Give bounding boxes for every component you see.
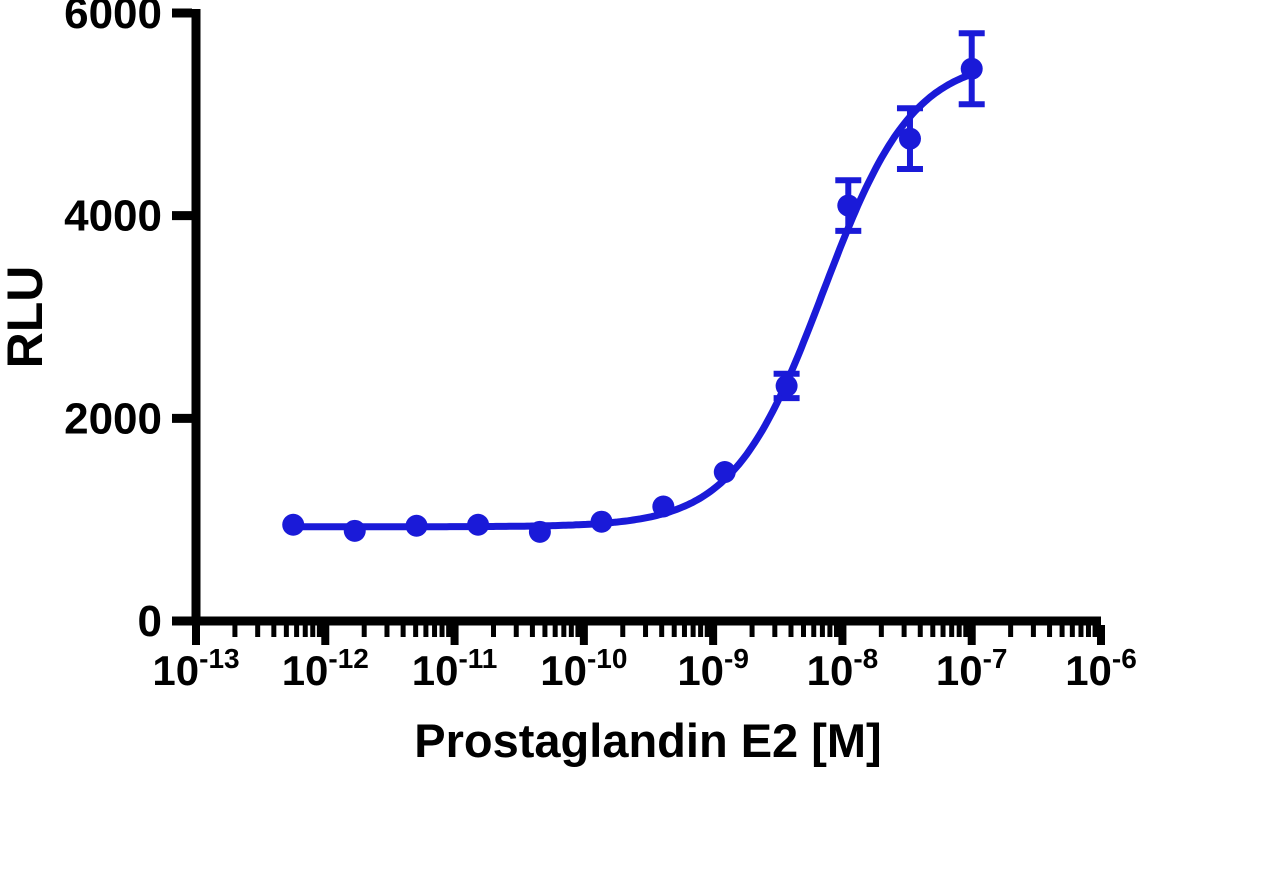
fit-curve — [283, 70, 976, 531]
x-tick-label: 10-7 — [936, 643, 1008, 694]
x-tick-label: 10-6 — [1065, 643, 1137, 694]
data-point — [713, 461, 736, 484]
x-tick-label: 10-12 — [282, 643, 369, 694]
data-point — [898, 127, 921, 150]
x-tick-label: 10-11 — [412, 643, 498, 694]
y-axis-title: RLU — [0, 266, 53, 369]
series — [282, 30, 985, 543]
data-point — [343, 519, 366, 542]
y-tick-label: 2000 — [64, 394, 162, 443]
x-tick-label: 10-8 — [807, 643, 879, 694]
x-tick-label: 10-13 — [152, 643, 239, 694]
data-point — [528, 520, 551, 543]
data-point — [405, 514, 428, 537]
y-tick-label: 6000 — [64, 0, 162, 38]
x-tick-label: 10-9 — [677, 643, 749, 694]
data-point — [590, 510, 613, 533]
data-point — [960, 57, 983, 80]
y-tick-label: 0 — [138, 597, 162, 646]
data-point — [282, 513, 305, 536]
data-point — [467, 513, 490, 536]
y-tick-label: 4000 — [64, 192, 162, 241]
x-axis-title: Prostaglandin E2 [M] — [414, 714, 881, 767]
axes — [172, 8, 1105, 645]
data-point — [652, 495, 675, 518]
data-point — [837, 194, 860, 217]
axis-lines — [191, 9, 1101, 626]
data-point — [775, 374, 798, 397]
x-tick-label: 10-10 — [540, 643, 627, 694]
